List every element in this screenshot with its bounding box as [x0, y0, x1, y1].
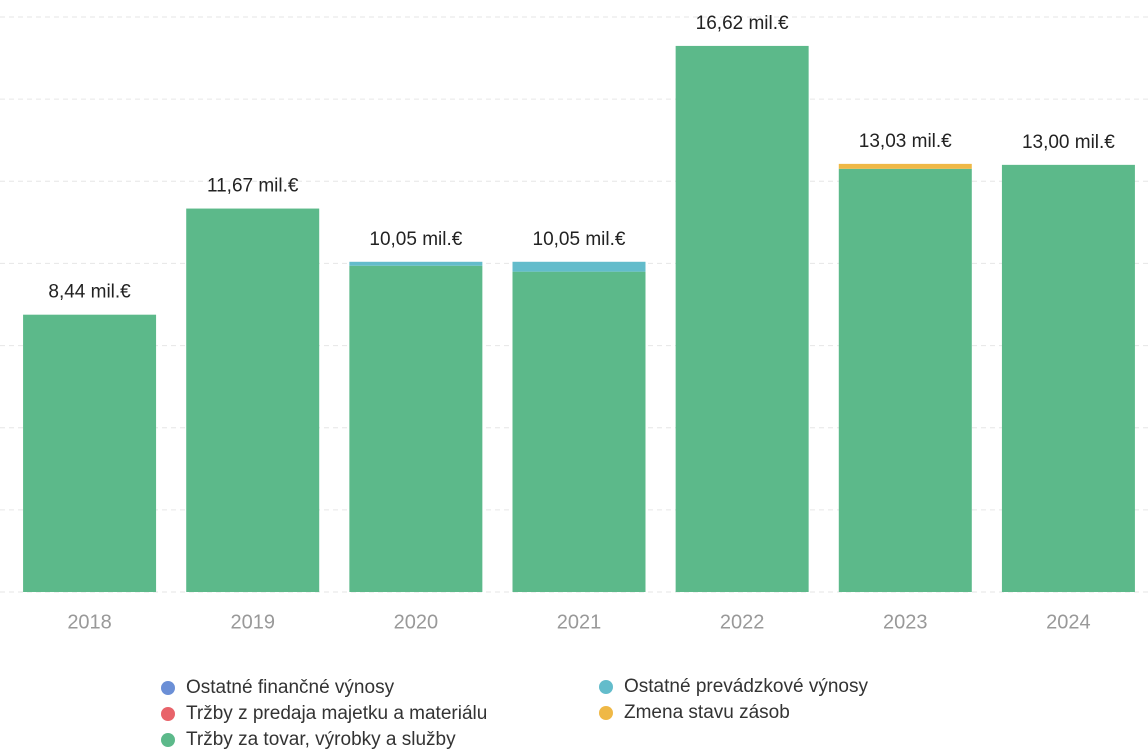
legend-label: Zmena stavu zásob: [624, 702, 790, 723]
x-tick-label: 2024: [1046, 611, 1091, 633]
legend-marker: [161, 733, 175, 747]
bar-segment: [838, 163, 972, 169]
x-tick-label: 2019: [230, 611, 275, 633]
bar-segment: [512, 261, 646, 272]
x-tick-label: 2021: [557, 611, 602, 633]
total-label: 8,44 mil.€: [48, 282, 131, 303]
total-label: 13,03 mil.€: [859, 131, 952, 152]
total-label: 10,05 mil.€: [533, 229, 626, 250]
bar-segment: [675, 45, 809, 592]
x-tick-label: 2020: [394, 611, 439, 633]
legend-marker: [161, 681, 175, 695]
bar-segment: [838, 168, 972, 593]
x-tick-label: 2023: [883, 611, 928, 633]
total-label: 16,62 mil.€: [696, 13, 789, 34]
total-label: 11,67 mil.€: [207, 176, 299, 197]
x-tick-label: 2022: [720, 611, 765, 633]
total-label: 10,05 mil.€: [369, 229, 462, 250]
legend-marker: [599, 706, 613, 720]
legend-label: Ostatné finančné výnosy: [186, 677, 395, 698]
legend-label: Tržby za tovar, výrobky a služby: [186, 729, 456, 750]
bar-segment: [349, 265, 483, 592]
legend-marker: [161, 707, 175, 721]
legend-label: Tržby z predaja majetku a materiálu: [186, 703, 487, 724]
bar-segment: [186, 208, 320, 593]
legend-marker: [599, 680, 613, 694]
bar-segment: [512, 271, 646, 592]
bar-segment: [349, 261, 483, 266]
bar-segment: [1001, 164, 1135, 592]
x-tick-label: 2018: [67, 611, 112, 633]
total-label: 13,00 mil.€: [1022, 132, 1115, 153]
bar-segment: [23, 314, 157, 592]
legend-label: Ostatné prevádzkové výnosy: [624, 676, 868, 697]
